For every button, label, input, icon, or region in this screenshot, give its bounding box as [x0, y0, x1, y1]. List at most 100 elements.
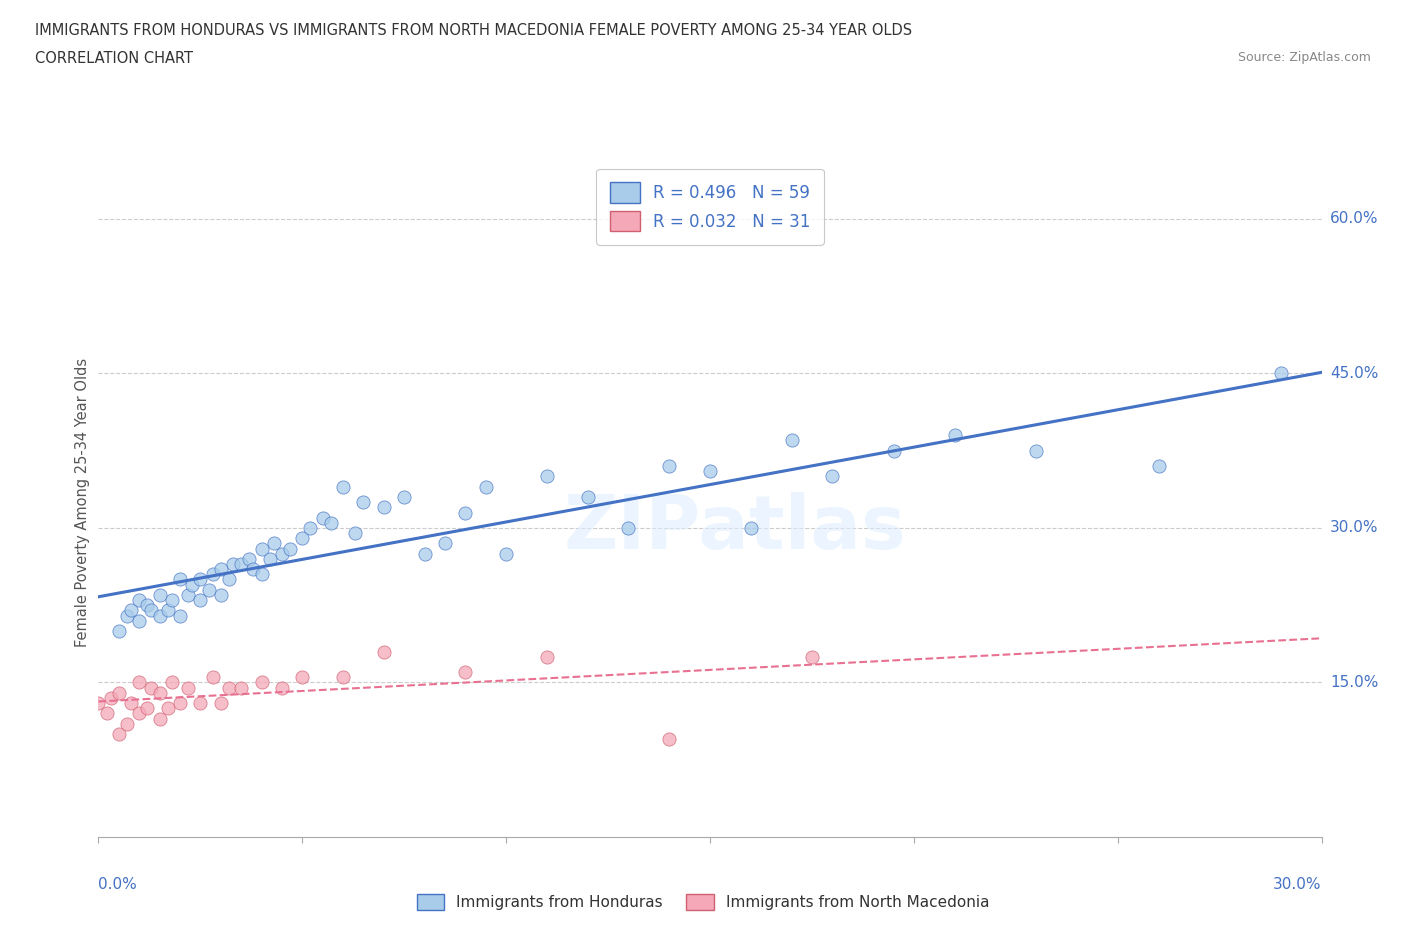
Point — [108, 623, 131, 638]
Point — [136, 598, 159, 613]
Point — [177, 588, 200, 603]
Point — [222, 556, 245, 571]
Point — [1147, 458, 1170, 473]
Point — [332, 479, 354, 494]
Point — [250, 567, 273, 582]
Point — [576, 489, 599, 504]
Point — [740, 521, 762, 536]
Point — [128, 592, 150, 607]
Point — [699, 464, 721, 479]
Point — [250, 675, 273, 690]
Point — [299, 521, 322, 536]
Point — [197, 582, 219, 597]
Point — [238, 551, 260, 566]
Point — [617, 521, 640, 536]
Point — [231, 680, 253, 695]
Point — [434, 536, 457, 551]
Point — [141, 603, 163, 618]
Point — [128, 675, 150, 690]
Text: IMMIGRANTS FROM HONDURAS VS IMMIGRANTS FROM NORTH MACEDONIA FEMALE POVERTY AMONG: IMMIGRANTS FROM HONDURAS VS IMMIGRANTS F… — [35, 23, 912, 38]
Point — [160, 675, 183, 690]
Point — [108, 726, 131, 741]
Point — [115, 716, 138, 731]
Point — [312, 511, 335, 525]
Point — [209, 588, 232, 603]
Legend: Immigrants from Honduras, Immigrants from North Macedonia: Immigrants from Honduras, Immigrants fro… — [409, 886, 997, 918]
Text: 30.0%: 30.0% — [1330, 521, 1378, 536]
Point — [120, 603, 142, 618]
Point — [115, 608, 138, 623]
Point — [801, 649, 824, 664]
Point — [149, 588, 172, 603]
Text: 30.0%: 30.0% — [1274, 877, 1322, 892]
Point — [454, 665, 477, 680]
Point — [474, 479, 498, 494]
Point — [128, 613, 150, 628]
Point — [201, 567, 224, 582]
Point — [177, 680, 200, 695]
Point — [136, 701, 159, 716]
Point — [1270, 366, 1292, 381]
Point — [218, 680, 240, 695]
Point — [160, 592, 183, 607]
Point — [149, 711, 172, 726]
Text: 0.0%: 0.0% — [98, 877, 138, 892]
Point — [1025, 444, 1047, 458]
Point — [291, 670, 314, 684]
Point — [352, 495, 374, 510]
Point — [188, 572, 212, 587]
Point — [96, 706, 118, 721]
Point — [169, 608, 191, 623]
Point — [658, 732, 681, 747]
Point — [141, 680, 163, 695]
Point — [169, 696, 191, 711]
Point — [344, 525, 367, 540]
Point — [156, 603, 179, 618]
Text: Source: ZipAtlas.com: Source: ZipAtlas.com — [1237, 51, 1371, 64]
Point — [149, 608, 172, 623]
Point — [218, 572, 240, 587]
Legend: R = 0.496   N = 59, R = 0.032   N = 31: R = 0.496 N = 59, R = 0.032 N = 31 — [596, 169, 824, 245]
Point — [188, 696, 212, 711]
Point — [270, 680, 294, 695]
Point — [209, 562, 232, 577]
Point — [149, 685, 172, 700]
Point — [188, 592, 212, 607]
Point — [658, 458, 681, 473]
Text: ZIPatlas: ZIPatlas — [564, 493, 905, 565]
Text: 60.0%: 60.0% — [1330, 211, 1378, 226]
Point — [87, 696, 110, 711]
Point — [373, 644, 395, 659]
Point — [128, 706, 150, 721]
Point — [259, 551, 281, 566]
Point — [120, 696, 142, 711]
Point — [373, 500, 395, 515]
Point — [536, 649, 558, 664]
Text: CORRELATION CHART: CORRELATION CHART — [35, 51, 193, 66]
Point — [392, 489, 416, 504]
Text: 45.0%: 45.0% — [1330, 365, 1378, 381]
Y-axis label: Female Poverty Among 25-34 Year Olds: Female Poverty Among 25-34 Year Olds — [75, 358, 90, 646]
Point — [495, 546, 517, 561]
Point — [536, 469, 558, 484]
Point — [943, 428, 966, 443]
Point — [821, 469, 844, 484]
Point — [413, 546, 436, 561]
Point — [100, 690, 122, 705]
Text: 15.0%: 15.0% — [1330, 675, 1378, 690]
Point — [278, 541, 301, 556]
Point — [169, 572, 191, 587]
Point — [108, 685, 131, 700]
Point — [319, 515, 342, 530]
Point — [291, 531, 314, 546]
Point — [454, 505, 477, 520]
Point — [263, 536, 285, 551]
Point — [250, 541, 273, 556]
Point — [201, 670, 224, 684]
Point — [156, 701, 179, 716]
Point — [780, 433, 803, 448]
Point — [270, 546, 294, 561]
Point — [181, 578, 204, 592]
Point — [209, 696, 232, 711]
Point — [332, 670, 354, 684]
